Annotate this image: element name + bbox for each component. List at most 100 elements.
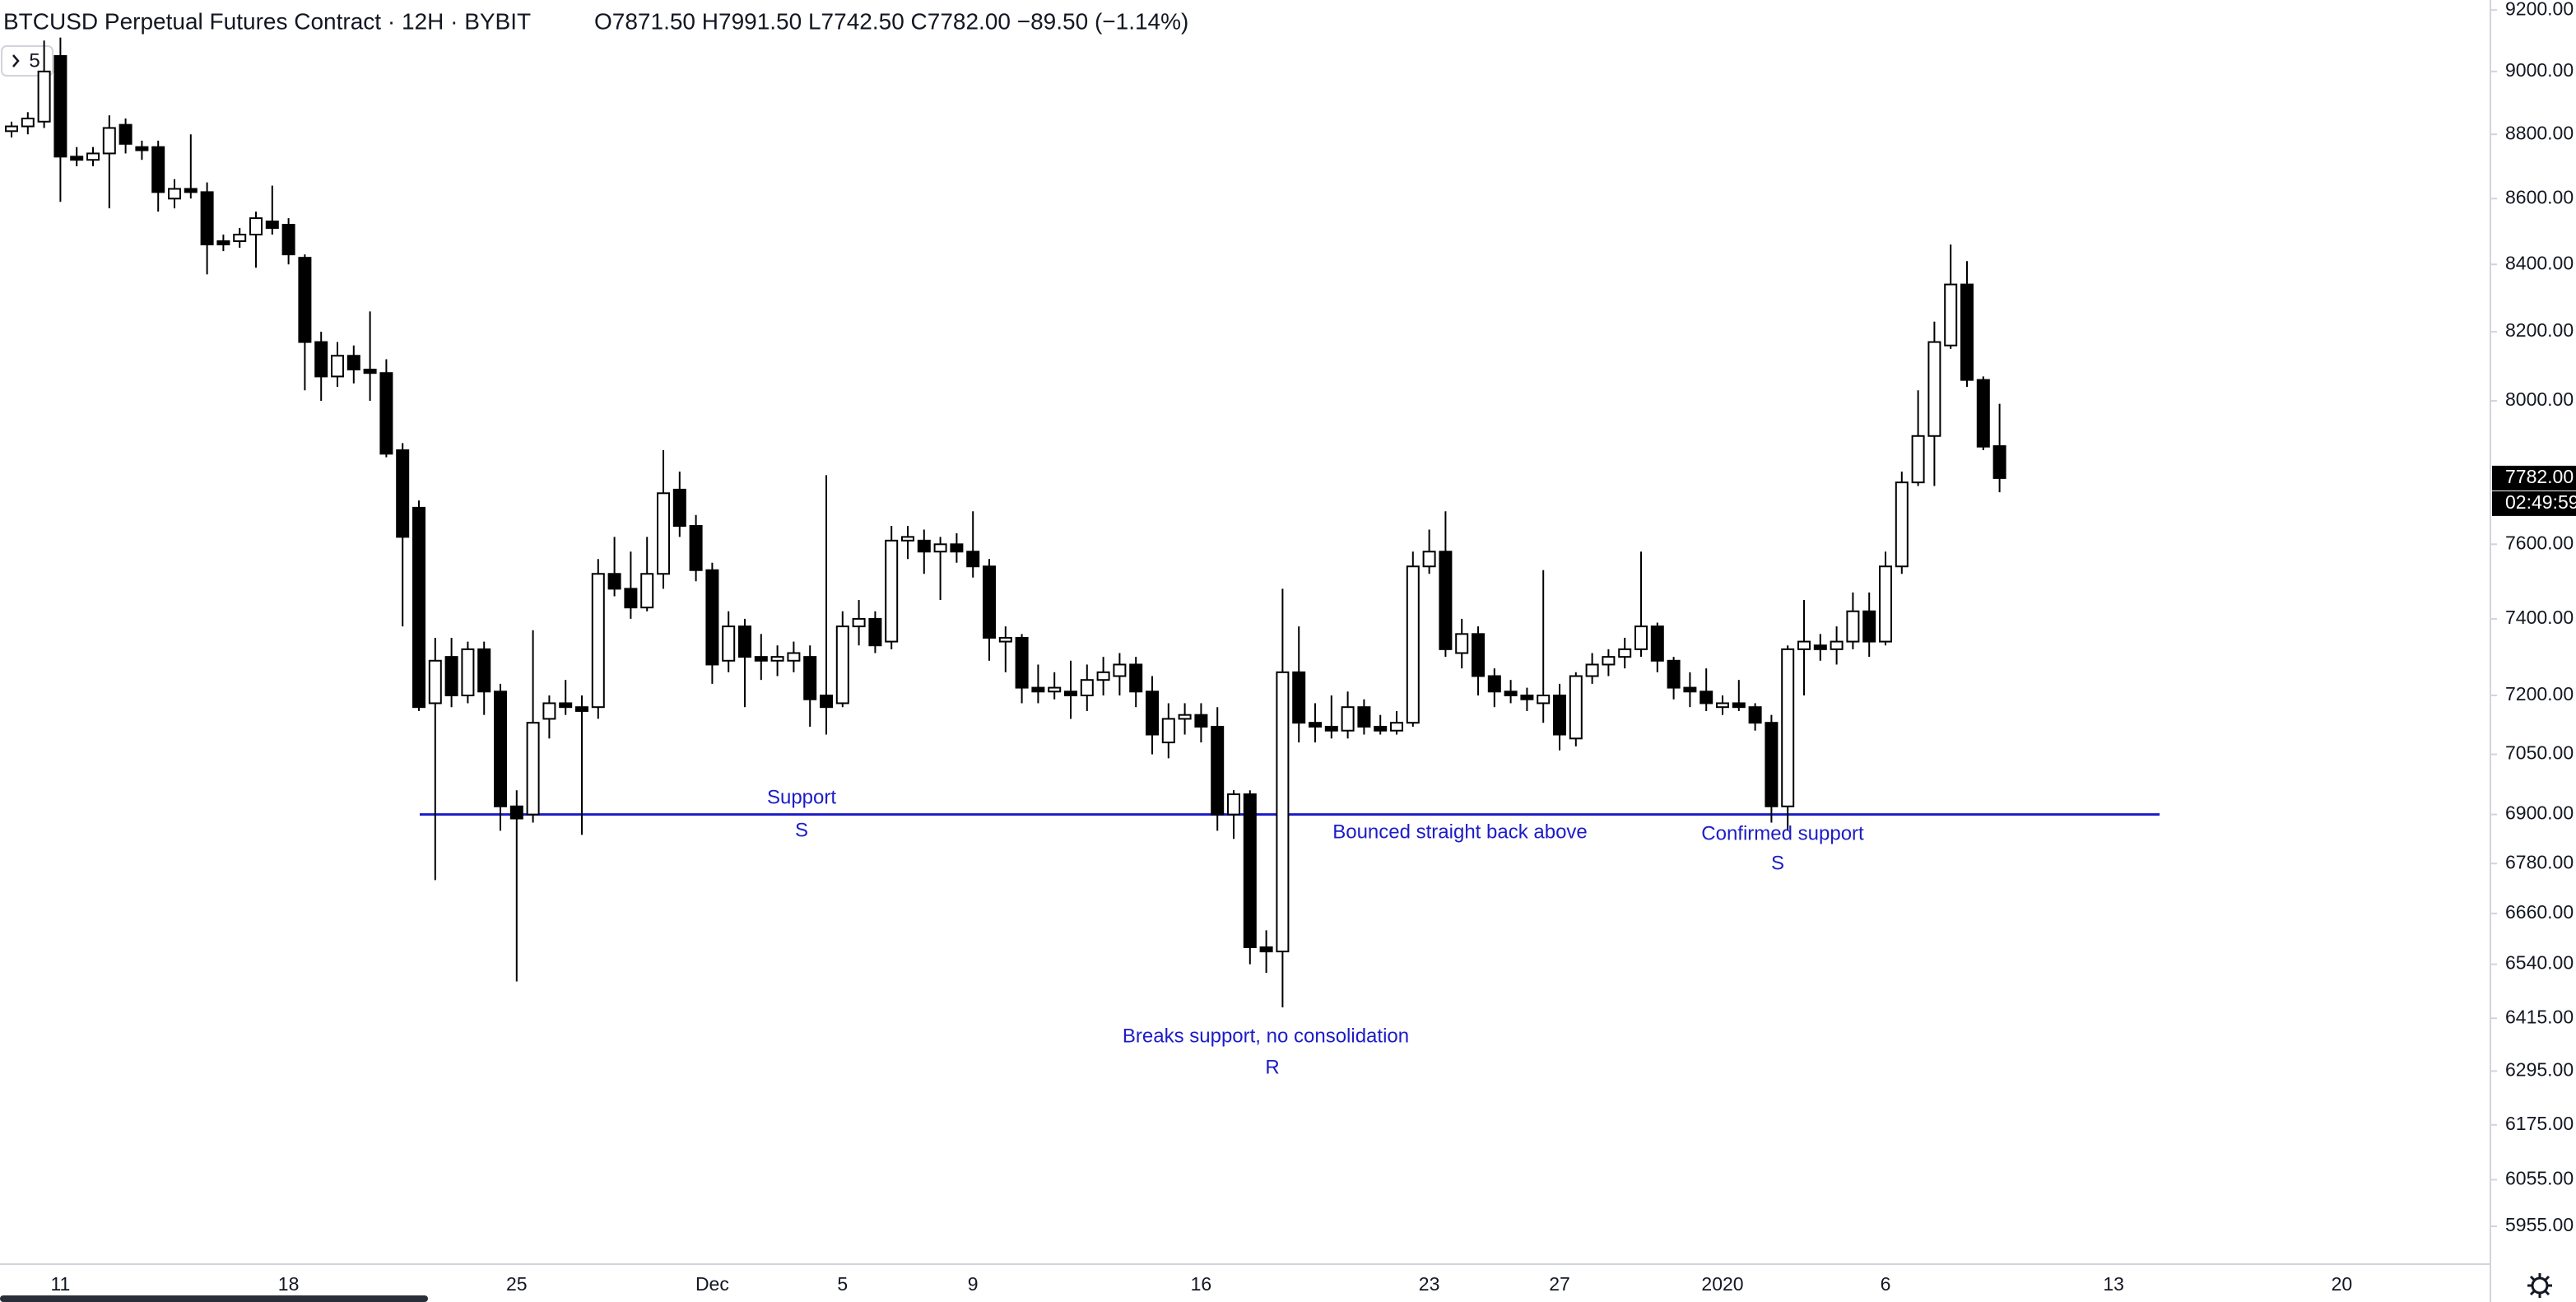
- candle-body: [1324, 725, 1338, 732]
- annotation: S: [1771, 852, 1784, 874]
- candle-body: [1846, 610, 1860, 643]
- candle-body: [184, 188, 198, 193]
- candle-body: [1194, 714, 1208, 728]
- candle-body: [1129, 663, 1143, 693]
- candle-body: [998, 636, 1012, 643]
- x-tick-label: 2020: [1701, 1273, 1743, 1295]
- candle-body: [1374, 725, 1388, 732]
- candle-body: [200, 191, 214, 246]
- y-tick-label: 5955.00: [2505, 1214, 2574, 1235]
- scrollbar[interactable]: [0, 1295, 428, 1302]
- candle-body: [428, 659, 442, 704]
- candle-body: [1439, 551, 1453, 650]
- candle-body: [672, 488, 686, 528]
- candle-body: [265, 221, 279, 230]
- button-label[interactable]: 5: [29, 49, 40, 72]
- settings-gear[interactable]: [2527, 1273, 2552, 1298]
- candle-body: [705, 569, 719, 666]
- candle-body: [542, 702, 556, 720]
- candle-body: [1243, 793, 1257, 948]
- y-tick-label: 8800.00: [2505, 122, 2574, 143]
- candle-body: [1944, 283, 1958, 346]
- candle-body: [1862, 610, 1876, 643]
- candle-body: [966, 551, 980, 568]
- y-tick-label: 6540.00: [2505, 952, 2574, 974]
- candle-body: [1976, 379, 1990, 448]
- candle-body: [640, 573, 654, 609]
- candle-body: [885, 539, 899, 643]
- candle-body: [1797, 640, 1811, 650]
- candle-body: [1813, 644, 1827, 650]
- y-tick-label: 7050.00: [2505, 742, 2574, 764]
- annotation: Confirmed support: [1701, 822, 1864, 844]
- candle-body: [281, 224, 295, 256]
- candle-body: [1276, 671, 1290, 953]
- candle-body: [119, 123, 133, 145]
- candle-body: [346, 355, 360, 371]
- y-tick-label: 6660.00: [2505, 901, 2574, 923]
- candle-body: [53, 55, 67, 158]
- y-tick-label: 6175.00: [2505, 1113, 2574, 1134]
- candle-body: [738, 625, 751, 658]
- x-tick-label: Dec: [695, 1273, 729, 1295]
- candle-body: [852, 617, 866, 628]
- candle-body: [624, 588, 638, 609]
- candle-body: [1634, 625, 1648, 650]
- candle-body: [803, 656, 817, 700]
- candle-body: [494, 691, 507, 807]
- interval-button[interactable]: 5: [1, 45, 53, 77]
- candle-body: [1830, 640, 1844, 650]
- gear-ring[interactable]: [2531, 1276, 2549, 1295]
- candle-body: [1422, 551, 1436, 568]
- candle-body: [1879, 565, 1892, 643]
- candle-body: [575, 706, 588, 712]
- x-tick-label: 16: [1191, 1273, 1212, 1295]
- y-tick-label: 6900.00: [2505, 802, 2574, 824]
- button-frame[interactable]: [1, 45, 53, 77]
- candle-body: [168, 188, 181, 200]
- candle-body: [151, 146, 165, 193]
- x-tick-label: 5: [837, 1273, 848, 1295]
- candle-body: [689, 525, 703, 571]
- candle-body: [1211, 725, 1225, 816]
- candle-body: [102, 127, 116, 155]
- countdown-tag: [2492, 491, 2576, 516]
- y-tick-label: 7600.00: [2505, 532, 2574, 553]
- candle-body: [379, 372, 393, 455]
- candle-body: [1472, 633, 1485, 677]
- candle-body: [70, 156, 84, 161]
- candle-body: [591, 573, 605, 709]
- candle-body: [933, 543, 947, 553]
- candle-body: [1520, 695, 1534, 700]
- candle-body: [917, 539, 931, 553]
- candle-body: [1618, 648, 1632, 658]
- candle-body: [1781, 648, 1795, 807]
- candle-body: [607, 573, 621, 590]
- candle-body: [1080, 679, 1094, 697]
- candle-body: [412, 506, 425, 709]
- candle-body: [1406, 565, 1420, 724]
- candle-body: [983, 565, 996, 639]
- symbol-title: BTCUSD Perpetual Futures Contract · 12H …: [3, 8, 531, 34]
- candle-body: [331, 355, 344, 378]
- candle-body: [1667, 659, 1681, 689]
- candle-body: [298, 257, 312, 343]
- countdown-label: 02:49:59: [2505, 491, 2576, 513]
- candle-body: [1732, 702, 1746, 709]
- candle-body: [1700, 691, 1713, 704]
- annotation: Breaks support, no consolidation: [1123, 1025, 1409, 1047]
- x-tick-label: 13: [2103, 1273, 2124, 1295]
- candle-body: [461, 648, 475, 697]
- y-tick-label: 9000.00: [2505, 59, 2574, 81]
- candle-body: [396, 449, 410, 538]
- candle-body: [477, 648, 491, 693]
- candle-body: [314, 341, 328, 378]
- candle-body: [1960, 283, 1974, 381]
- y-tick-label: 8200.00: [2505, 319, 2574, 341]
- candle-body: [1504, 691, 1518, 697]
- candle-body: [1911, 435, 1925, 484]
- candle-body: [787, 652, 801, 662]
- x-tick-label: 9: [968, 1273, 979, 1295]
- candle-body: [1927, 341, 1941, 437]
- candle-body: [509, 805, 523, 820]
